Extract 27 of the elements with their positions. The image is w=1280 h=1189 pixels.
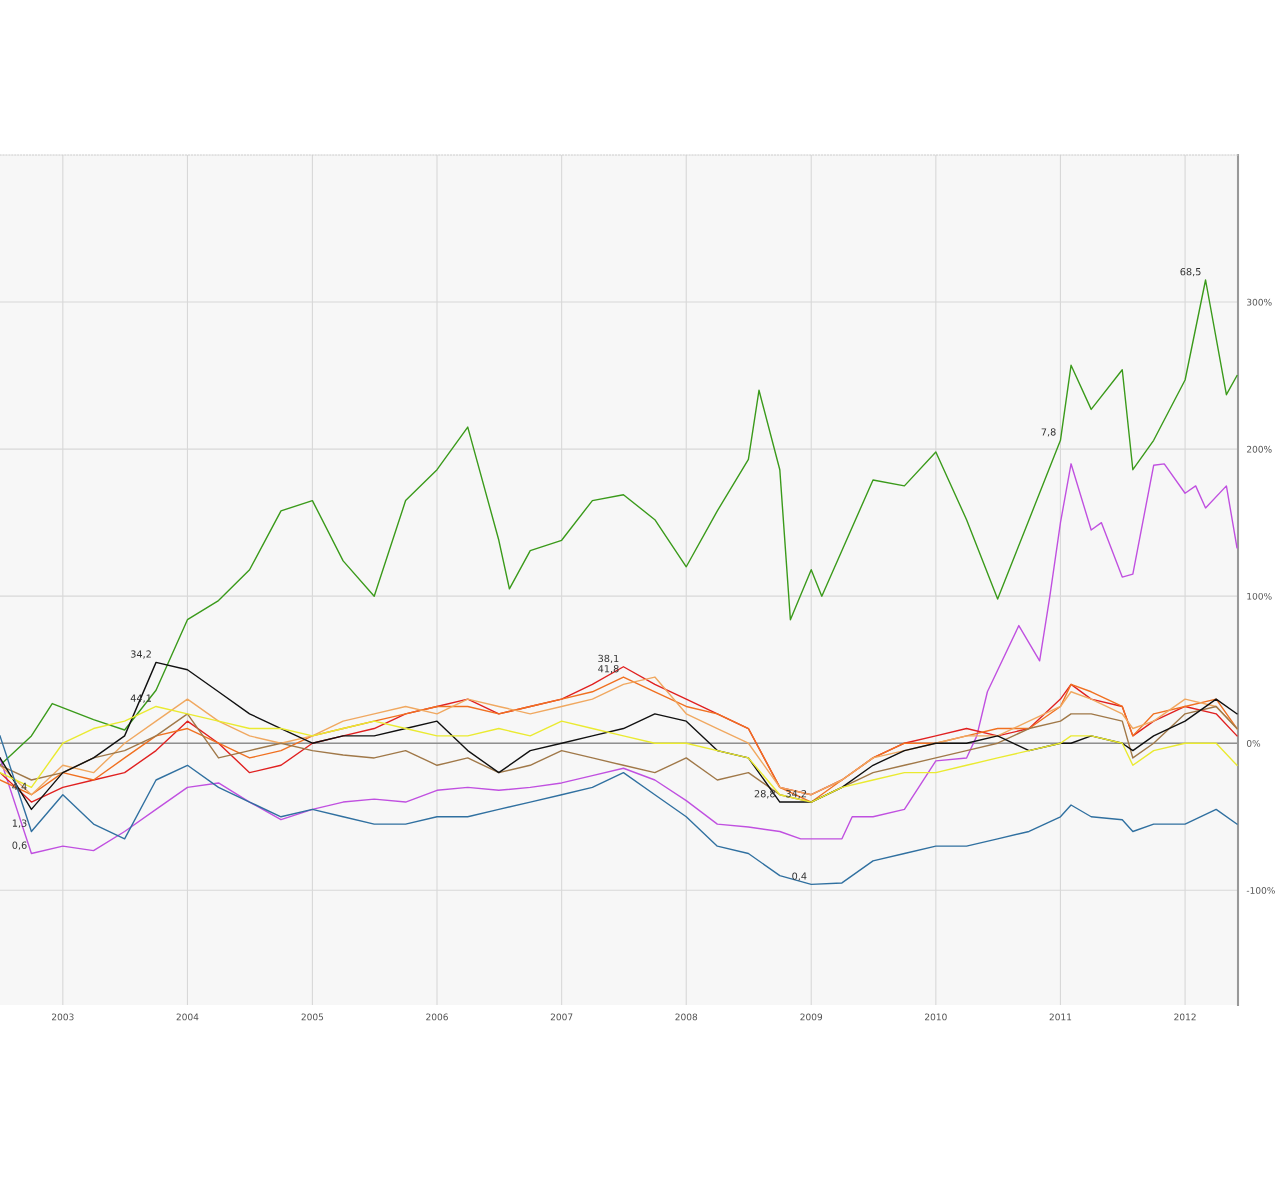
annotation: 38,1 <box>598 654 619 664</box>
annotation: 0,6 <box>12 841 27 850</box>
line-series <box>0 279 1238 766</box>
annotation: 34,2 <box>130 650 151 659</box>
line-series <box>0 463 1238 855</box>
x-tick-label: 2009 <box>800 1013 823 1021</box>
annotation: 41,8 <box>598 665 619 674</box>
y-tick-label: 100% <box>1247 592 1272 600</box>
annotation: 28,8 <box>754 790 775 799</box>
y-tick-label: 0% <box>1246 739 1261 747</box>
x-tick-label: 2004 <box>176 1013 199 1021</box>
x-tick-label: 2006 <box>426 1013 448 1021</box>
x-tick-label: 2003 <box>52 1013 74 1021</box>
y-tick-label: -100% <box>1246 887 1275 894</box>
y-tick-label: 200% <box>1246 445 1272 453</box>
x-tick-label: 2005 <box>301 1013 324 1021</box>
annotation: 7,8 <box>1041 428 1056 437</box>
line-series <box>0 735 1238 886</box>
x-tick-label: 2008 <box>675 1013 698 1021</box>
x-tick-label: 2012 <box>1174 1013 1196 1021</box>
x-tick-label: 2011 <box>1049 1013 1072 1021</box>
y-tick-label: 300% <box>1247 298 1272 306</box>
x-tick-label: 2007 <box>550 1013 573 1021</box>
annotation: 0,4 <box>792 872 807 881</box>
annotation: 68,5 <box>1180 267 1201 277</box>
x-tick-label: 2010 <box>925 1013 947 1021</box>
line-series <box>0 705 1238 803</box>
